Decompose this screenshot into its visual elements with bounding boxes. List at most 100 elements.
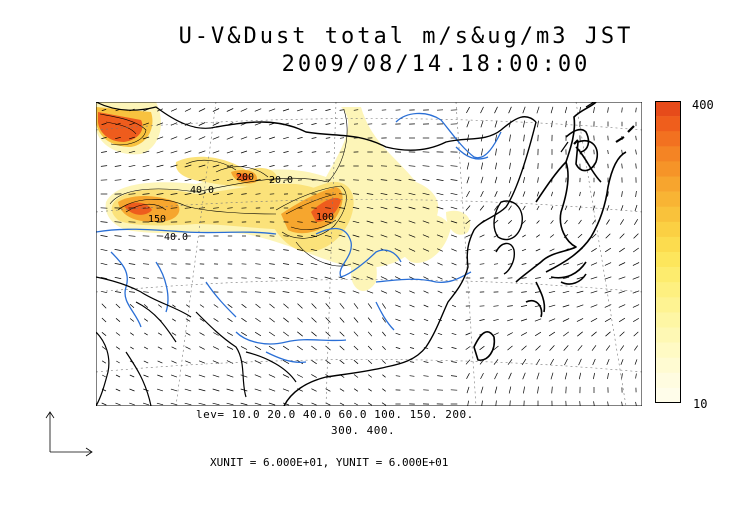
wind-arrow — [563, 262, 569, 266]
wind-arrow — [422, 234, 430, 238]
wind-arrow — [226, 108, 234, 112]
wind-arrow — [576, 276, 584, 280]
wind-arrow — [508, 386, 512, 394]
wind-arrow — [170, 178, 178, 182]
wind-arrow — [509, 162, 511, 170]
wind-arrow — [565, 120, 567, 128]
wind-arrow — [283, 317, 289, 323]
wind-arrow — [635, 190, 637, 198]
wind-arrow — [184, 402, 192, 406]
wind-arrow — [550, 220, 554, 224]
wind-arrow — [325, 402, 331, 406]
wind-arrow — [493, 332, 499, 336]
wind-arrow — [156, 388, 164, 392]
wind-arrow — [607, 373, 609, 379]
wind-arrow — [577, 331, 583, 337]
wind-arrow — [227, 193, 233, 195]
wind-arrow — [114, 179, 122, 181]
wind-arrow — [325, 331, 331, 337]
wind-arrow — [522, 191, 526, 197]
wind-arrow — [115, 388, 121, 392]
wind-arrow — [551, 120, 553, 128]
wind-arrow — [480, 162, 484, 170]
wind-arrow — [115, 346, 121, 350]
wind-arrow — [382, 345, 386, 351]
wind-arrow — [156, 402, 164, 406]
wind-arrow — [156, 193, 164, 195]
wind-arrow — [593, 191, 595, 197]
wind-arrow — [143, 346, 149, 350]
colorbar-segment — [655, 221, 681, 238]
wind-arrow — [128, 235, 136, 237]
wind-arrow — [184, 178, 192, 182]
wind-arrow — [508, 205, 512, 211]
wind-arrow — [395, 290, 401, 294]
wind-arrow — [156, 122, 164, 126]
wind-arrow — [520, 318, 528, 322]
wind-arrow — [212, 178, 220, 182]
wind-arrow — [198, 388, 206, 392]
wind-arrow — [509, 148, 511, 156]
wind-arrow — [226, 136, 234, 140]
wind-arrow — [142, 164, 150, 168]
wind-arrow — [437, 304, 443, 308]
wind-arrow — [212, 374, 220, 378]
wind-arrow — [101, 123, 107, 125]
wind-arrow — [481, 400, 483, 406]
wind-arrow — [604, 262, 612, 266]
wind-arrow — [114, 235, 122, 237]
wind-arrow — [339, 331, 345, 337]
wind-arrow — [129, 122, 135, 126]
wind-arrow — [282, 388, 290, 392]
wind-arrow — [563, 345, 569, 351]
wind-arrow — [465, 205, 471, 211]
wind-arrow — [409, 361, 415, 363]
wind-arrow — [564, 372, 568, 380]
wind-arrow — [338, 276, 346, 280]
wind-arrow — [115, 374, 121, 378]
wind-arrow — [380, 179, 388, 181]
wind-arrow — [578, 358, 582, 366]
wind-arrow — [562, 304, 570, 308]
wind-arrow — [226, 402, 234, 406]
wind-arrow — [130, 346, 134, 350]
wind-arrow — [338, 248, 346, 252]
colorbar-segment — [655, 282, 681, 298]
colorbar-segment — [655, 101, 681, 117]
wind-arrow — [227, 318, 233, 322]
wind-arrow — [143, 360, 149, 364]
wind-arrow — [632, 276, 640, 280]
wind-arrow — [507, 332, 513, 336]
map-timestamp: 2009/08/14.18:00:00 — [281, 52, 591, 77]
wind-arrow — [268, 136, 276, 140]
wind-arrow — [618, 262, 626, 266]
wind-arrow — [632, 290, 640, 294]
wind-arrow — [549, 358, 555, 366]
wind-arrow — [269, 179, 275, 181]
wind-arrow — [621, 107, 623, 113]
wind-arrow — [324, 248, 332, 252]
wind-arrow — [212, 122, 220, 126]
wind-arrow — [635, 149, 637, 155]
wind-arrow — [521, 277, 527, 279]
wind-arrow — [480, 106, 484, 114]
wind-arrow — [576, 262, 584, 266]
wind-arrow — [604, 276, 612, 280]
wind-arrow — [507, 345, 513, 351]
wind-arrow — [494, 120, 498, 128]
wind-arrow — [367, 360, 373, 364]
wind-arrow — [102, 374, 106, 378]
wind-arrow — [451, 347, 457, 349]
wind-arrow — [212, 360, 220, 364]
wind-arrow — [283, 235, 289, 237]
wind-arrow — [269, 165, 275, 167]
colorbar-min-label: 10 — [693, 397, 708, 411]
wind-arrow — [143, 374, 149, 378]
wind-arrow — [520, 332, 528, 336]
wind-arrow — [115, 318, 121, 322]
wind-arrow — [240, 108, 248, 112]
wind-arrow — [590, 262, 598, 266]
wind-arrow — [523, 134, 525, 142]
wind-arrow — [339, 345, 345, 351]
wind-arrow — [212, 164, 220, 168]
